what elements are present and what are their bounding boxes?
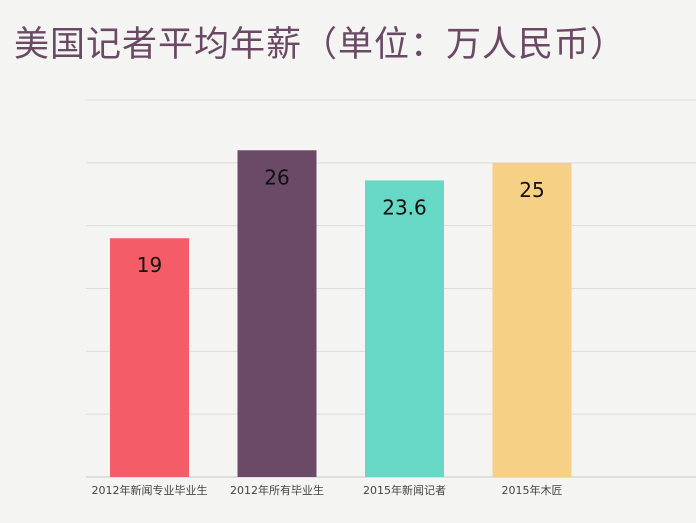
data-label: 19	[137, 253, 162, 277]
category-label: 2012年所有毕业生	[230, 483, 324, 497]
category-labels-group: 2012年新闻专业毕业生 2012年所有毕业生 2015年新闻记者 2015年木匠	[92, 483, 563, 497]
data-label: 26	[264, 165, 289, 189]
data-label: 25	[519, 178, 544, 202]
bars-group	[110, 150, 572, 478]
bar	[365, 180, 444, 477]
category-label: 2015年木匠	[502, 483, 563, 497]
category-label: 2015年新闻记者	[363, 483, 446, 497]
bar	[492, 162, 572, 478]
category-label: 2012年新闻专业毕业生	[92, 483, 208, 497]
bar	[110, 238, 189, 477]
bar	[237, 150, 317, 477]
data-label: 23.6	[382, 195, 427, 219]
data-labels-group: 19 26 23.6 25	[137, 165, 545, 277]
chart-title: 美国记者平均年薪（单位：万人民币）	[14, 25, 627, 65]
